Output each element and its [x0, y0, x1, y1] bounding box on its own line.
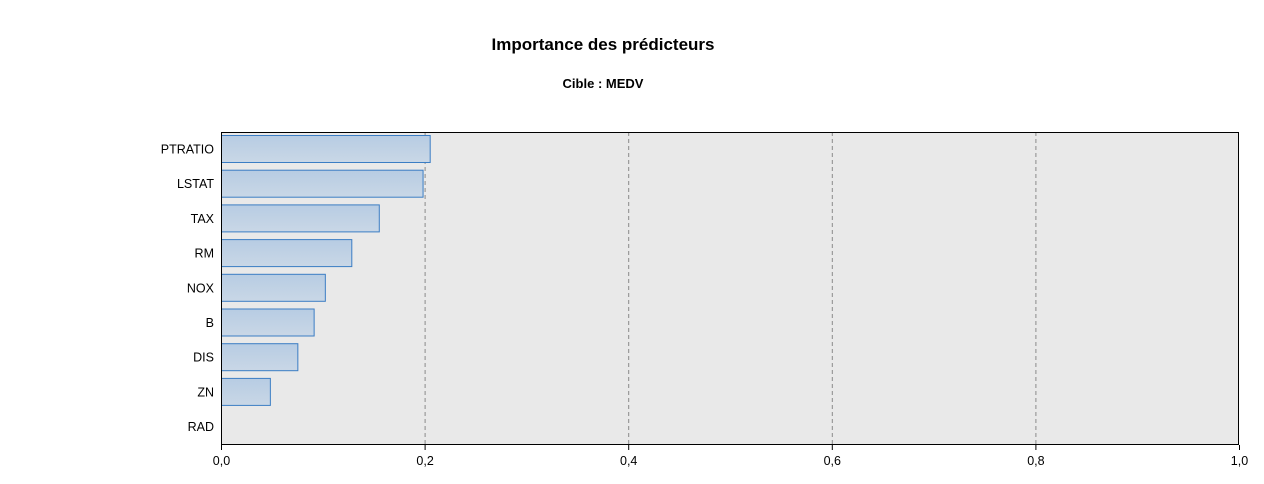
- bar-ptratio: [221, 135, 431, 163]
- chart-title: Importance des prédicteurs: [491, 35, 715, 54]
- category-label-dis: DIS: [193, 351, 214, 365]
- x-tick-label-3: 0,6: [824, 454, 841, 468]
- category-label-nox: NOX: [187, 281, 215, 295]
- x-tick-label-5: 1,0: [1231, 454, 1248, 468]
- bar-nox: [221, 273, 326, 302]
- category-label-lstat: LSTAT: [177, 177, 214, 191]
- category-label-rm: RM: [195, 247, 214, 261]
- bar-lstat: [221, 169, 424, 198]
- category-label-ptratio: PTRATIO: [161, 143, 215, 157]
- category-label-zn: ZN: [197, 385, 214, 399]
- chart-subtitle: Cible : MEDV: [562, 76, 644, 91]
- bar-dis: [221, 343, 299, 372]
- category-label-tax: TAX: [191, 212, 215, 226]
- bar-rm: [221, 239, 353, 268]
- x-tick-label-2: 0,4: [620, 454, 637, 468]
- x-tick-label-1: 0,2: [416, 454, 433, 468]
- plot-frame: [221, 132, 1239, 445]
- x-tick-label-0: 0,0: [213, 454, 230, 468]
- bar-tax: [221, 204, 380, 233]
- x-tick-label-4: 0,8: [1027, 454, 1044, 468]
- bar-b: [221, 308, 315, 337]
- category-label-rad: RAD: [188, 420, 214, 434]
- category-label-b: B: [206, 316, 214, 330]
- bar-zn: [221, 377, 271, 406]
